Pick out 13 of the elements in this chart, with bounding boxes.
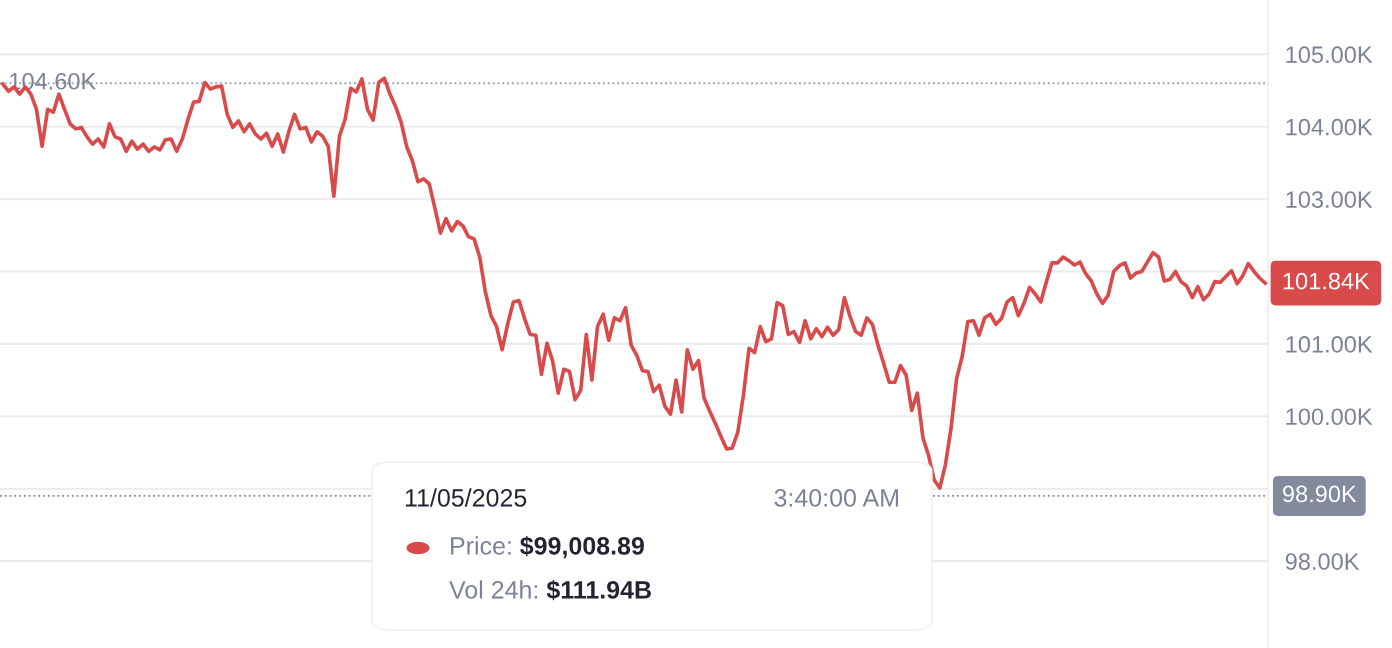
annotation: 3:40:00 AM [774, 489, 898, 507]
y-tick-label: 103.00K [1286, 191, 1373, 208]
y-tick-label: 98.00K [1285, 553, 1360, 570]
ref-line-label: 98.90K [1283, 485, 1357, 503]
y-tick-label: 105.00K [1286, 46, 1373, 64]
annotation: Vol 24h: $111.94B [449, 579, 651, 601]
text: 101.84K [1283, 272, 1370, 290]
annotation: 11/05/2025 [405, 488, 527, 507]
annotation: Price: $99,008.89 [451, 535, 644, 559]
y-tick-label: 104.00K [1286, 118, 1373, 136]
ref-line-label: 104.60K [10, 72, 97, 90]
y-tick-label: 100.00K [1286, 408, 1373, 426]
y-tick-label: 101.00K [1286, 335, 1373, 353]
